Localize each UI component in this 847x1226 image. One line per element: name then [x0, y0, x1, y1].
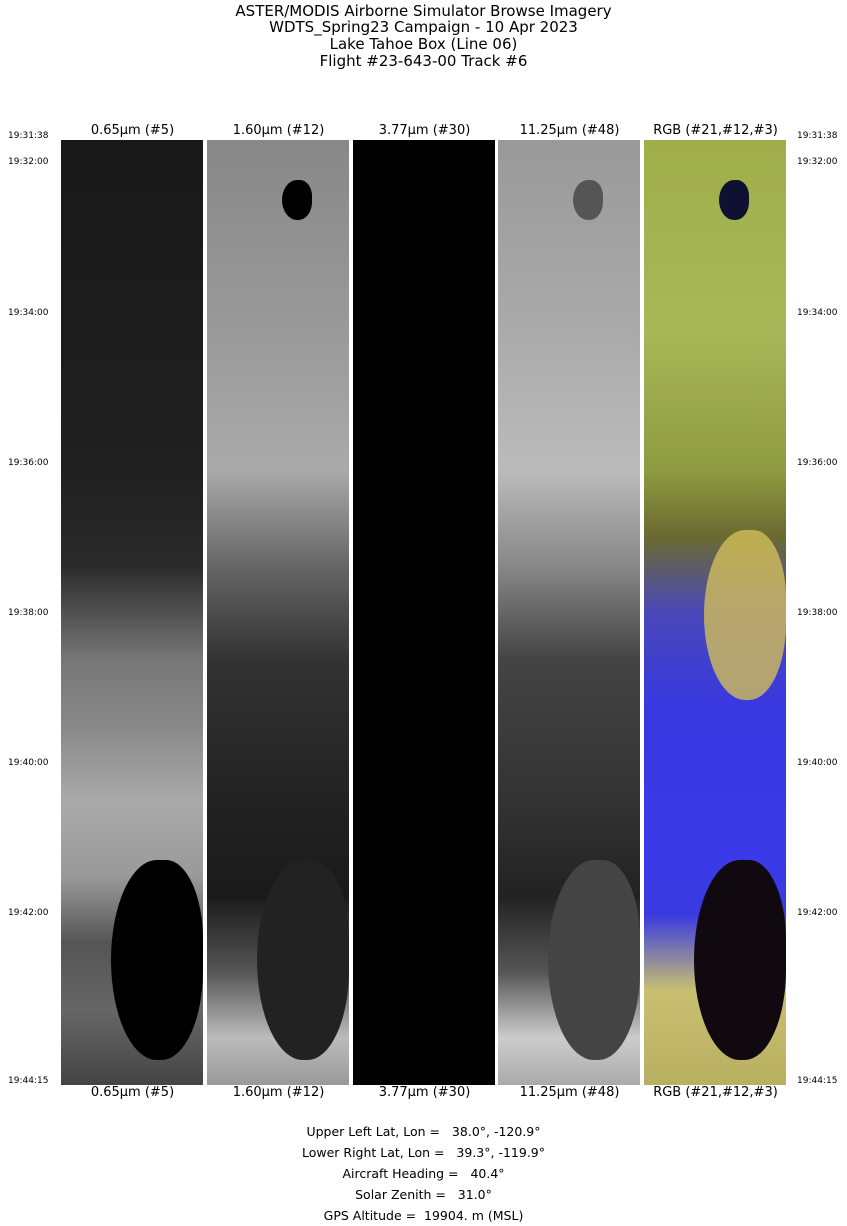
- lake-top: [282, 180, 312, 220]
- lake-tahoe: [694, 860, 786, 1060]
- gps-altitude: GPS Altitude = 19904. m (MSL): [323, 1208, 524, 1223]
- solar-zenith: Solar Zenith = 31.0°: [355, 1187, 492, 1202]
- title-line-1: ASTER/MODIS Airborne Simulator Browse Im…: [235, 2, 612, 20]
- time-left-start: 19:31:38: [8, 131, 49, 141]
- band-label-bottom-3: 3.77µm (#30): [378, 1085, 471, 1100]
- band-label-top-4: 11.25µm (#48): [519, 123, 620, 138]
- bright-region: [704, 530, 786, 700]
- lake-top: [573, 180, 603, 220]
- time-right: 19:32:00: [797, 157, 838, 167]
- time-left: 19:36:00: [8, 458, 49, 468]
- lake-top: [719, 180, 749, 220]
- rgb-composite-image: [644, 140, 786, 1085]
- time-left: 19:32:00: [8, 157, 49, 167]
- time-left: 19:42:00: [8, 908, 49, 918]
- band-label-bottom-1: 0.65µm (#5): [90, 1085, 175, 1100]
- lower-right-latlon: Lower Right Lat, Lon = 39.3°, -119.9°: [301, 1145, 546, 1160]
- lake-tahoe: [111, 860, 203, 1060]
- time-left: 19:40:00: [8, 758, 49, 768]
- title-line-3: Lake Tahoe Box (Line 06): [329, 35, 518, 53]
- time-left-end: 19:44:15: [8, 1076, 49, 1086]
- band-0.65um-image: [61, 140, 203, 1085]
- time-left: 19:34:00: [8, 308, 49, 318]
- band-label-top-1: 0.65µm (#5): [90, 123, 175, 138]
- upper-left-latlon: Upper Left Lat, Lon = 38.0°, -120.9°: [306, 1124, 541, 1139]
- lake-tahoe: [257, 860, 349, 1060]
- band-label-bottom-2: 1.60µm (#12): [232, 1085, 325, 1100]
- aircraft-heading: Aircraft Heading = 40.4°: [342, 1166, 505, 1181]
- time-right: 19:38:00: [797, 608, 838, 618]
- time-right-end: 19:44:15: [797, 1076, 838, 1086]
- band-label-top-2: 1.60µm (#12): [232, 123, 325, 138]
- time-right: 19:36:00: [797, 458, 838, 468]
- band-label-top-3: 3.77µm (#30): [378, 123, 471, 138]
- title-line-4: Flight #23-643-00 Track #6: [319, 52, 528, 70]
- band-1.60um-image: [207, 140, 349, 1085]
- flight-info: Upper Left Lat, Lon = 38.0°, -120.9° Low…: [0, 1121, 847, 1226]
- time-right: 19:42:00: [797, 908, 838, 918]
- band-3.77um-image: [353, 140, 495, 1085]
- time-right: 19:34:00: [797, 308, 838, 318]
- lake-tahoe: [548, 860, 640, 1060]
- band-label-top-5: RGB (#21,#12,#3): [653, 123, 778, 138]
- band-11.25um-image: [498, 140, 640, 1085]
- title-line-2: WDTS_Spring23 Campaign - 10 Apr 2023: [269, 18, 578, 36]
- band-label-bottom-4: 11.25µm (#48): [519, 1085, 620, 1100]
- band-label-bottom-5: RGB (#21,#12,#3): [653, 1085, 778, 1100]
- time-right: 19:40:00: [797, 758, 838, 768]
- time-left: 19:38:00: [8, 608, 49, 618]
- time-right-start: 19:31:38: [797, 131, 838, 141]
